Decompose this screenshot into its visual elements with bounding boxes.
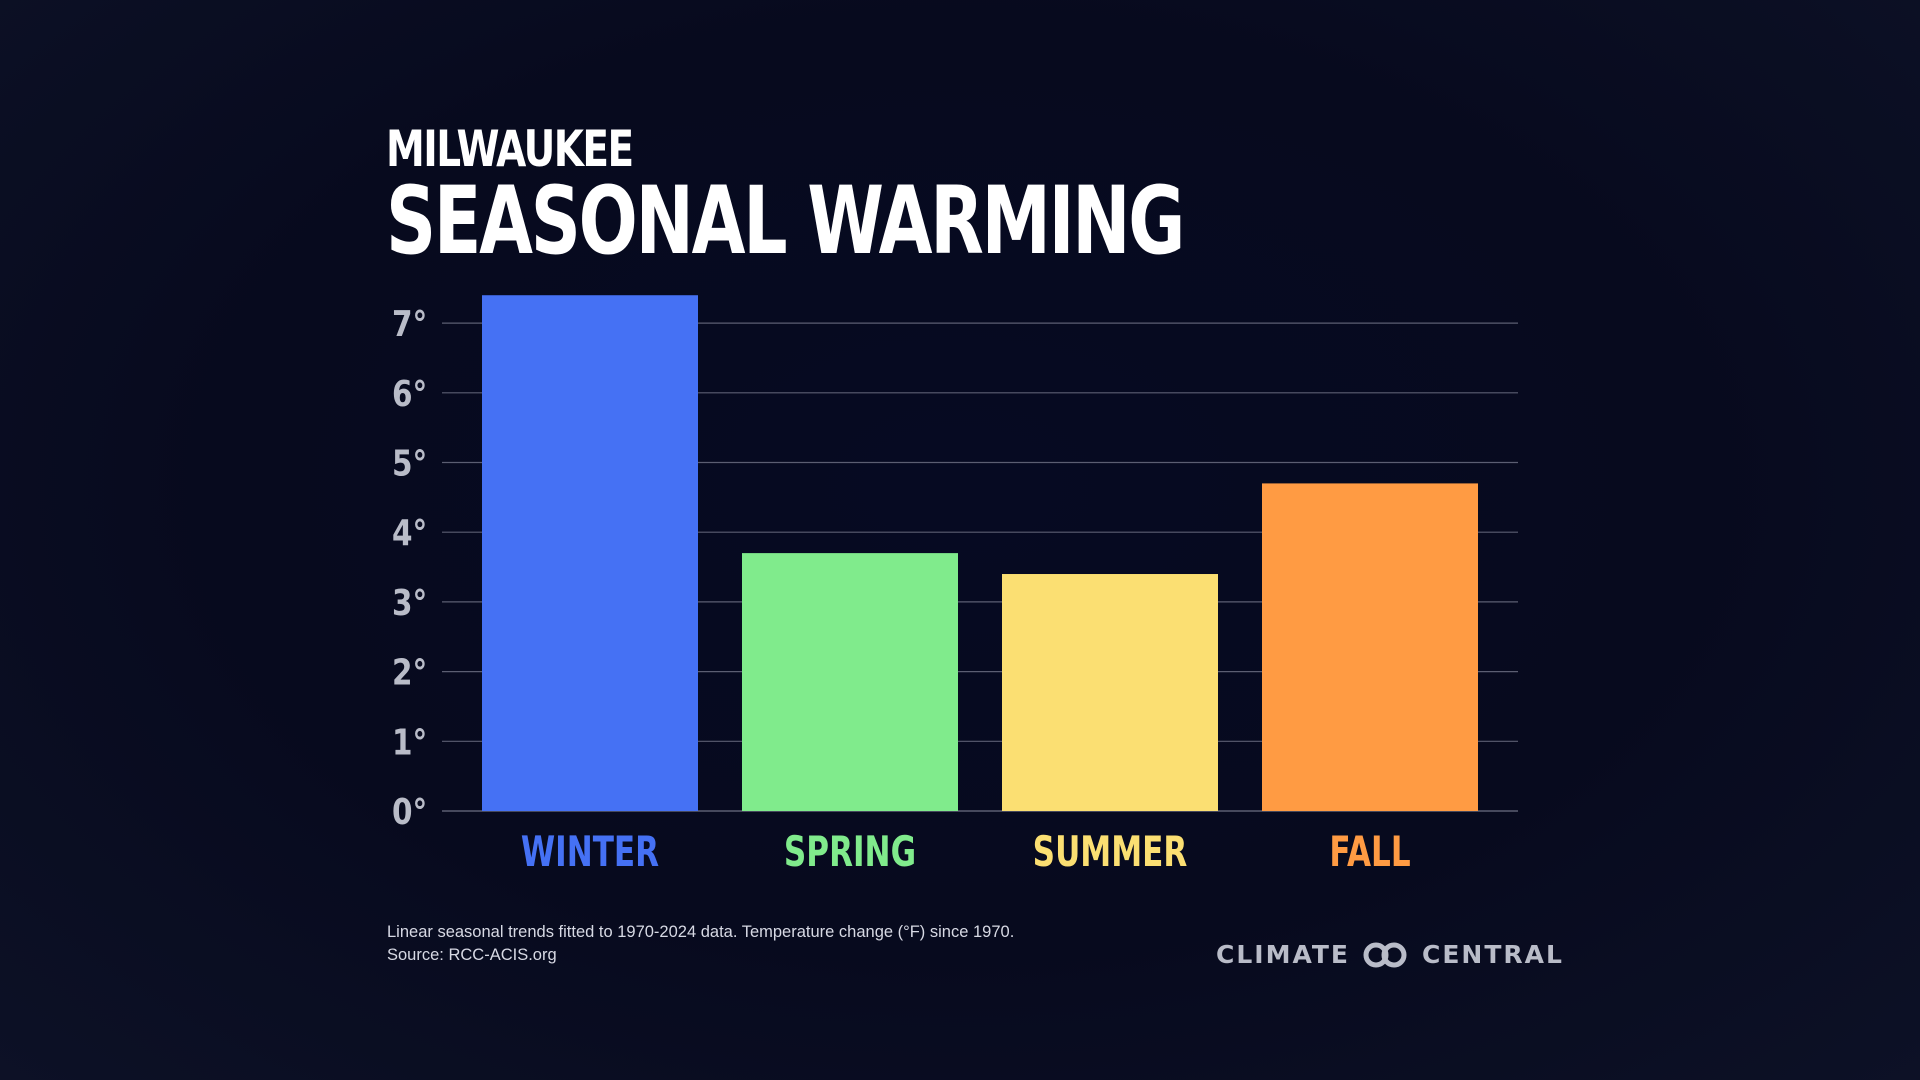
y-tick-label: 6° xyxy=(392,372,427,415)
chart-title: SEASONAL WARMING xyxy=(386,167,1185,276)
category-label-spring: SPRING xyxy=(784,827,916,876)
footnote-method: Linear seasonal trends fitted to 1970-20… xyxy=(387,923,1015,941)
category-label-summer: SUMMER xyxy=(1033,827,1188,876)
climate-central-logo: CLIMATE CENTRAL xyxy=(1216,940,1564,969)
climate-central-logo-icon xyxy=(1363,942,1407,967)
footnote: Linear seasonal trends fitted to 1970-20… xyxy=(387,921,1014,967)
category-label-winter: WINTER xyxy=(521,827,659,876)
logo-text-right: CENTRAL xyxy=(1422,940,1564,969)
y-tick-label: 7° xyxy=(392,302,427,345)
bar-summer xyxy=(1002,574,1218,811)
y-tick-label: 5° xyxy=(392,442,427,485)
chart-subtitle: MILWAUKEE xyxy=(386,120,634,178)
title-block: MILWAUKEE SEASONAL WARMING xyxy=(386,122,1463,270)
y-tick-label: 0° xyxy=(392,790,427,833)
bar-spring xyxy=(742,553,958,811)
bar-winter xyxy=(482,295,698,812)
category-label-fall: FALL xyxy=(1329,827,1410,876)
footnote-source: Source: RCC-ACIS.org xyxy=(387,946,557,964)
logo-text-left: CLIMATE xyxy=(1216,940,1350,969)
bar-fall xyxy=(1262,483,1478,811)
y-tick-label: 4° xyxy=(392,511,427,554)
y-tick-label: 2° xyxy=(392,651,427,694)
y-tick-label: 1° xyxy=(392,720,427,763)
y-tick-label: 3° xyxy=(392,581,427,624)
